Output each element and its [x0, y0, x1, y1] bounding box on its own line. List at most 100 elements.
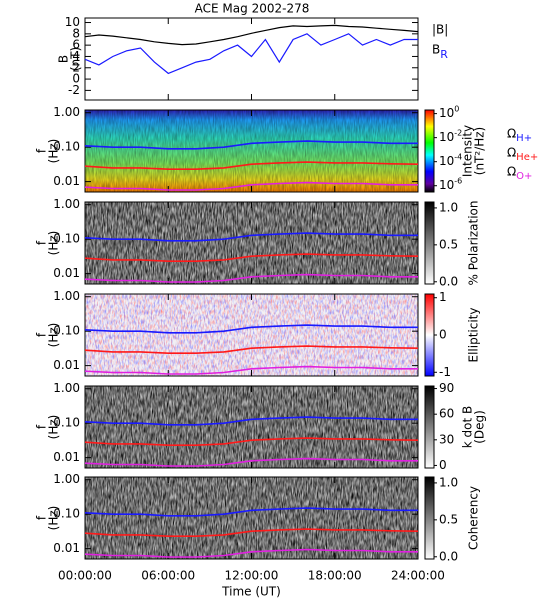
data-line	[84, 437, 419, 446]
y-tick-label: 4	[72, 49, 80, 63]
y-tick-label: 10	[65, 15, 80, 29]
data-line	[84, 345, 419, 354]
colorbar-tick-label: 100	[439, 104, 459, 120]
colorbar-label: Ellipticity	[467, 308, 481, 363]
colorbar-tick-label: 0.5	[439, 512, 458, 526]
colorbar	[424, 385, 435, 469]
y-tick-label: 1.00	[53, 289, 80, 303]
legend-label: ΩH+	[507, 127, 532, 145]
data-line	[84, 528, 419, 537]
legend-label: ΩHe+	[507, 146, 538, 164]
x-tick-label: 00:00:00	[58, 569, 112, 583]
data-line	[84, 253, 419, 262]
y-axis-label: f	[35, 332, 49, 337]
x-tick-label: 06:00:00	[141, 569, 195, 583]
y-tick-label: 0.10	[53, 324, 80, 338]
colorbar-label: (Deg)	[473, 410, 487, 444]
colorbar-tick-exponent: -6	[454, 176, 462, 185]
colorbar-tick-label: -1	[439, 365, 451, 379]
y-tick-label: -2	[68, 83, 80, 97]
colorbar-tick-exponent: 0	[454, 104, 459, 113]
colorbar-tick-label: 1.0	[439, 200, 458, 214]
legend-subscript: He+	[516, 152, 538, 163]
colorbar-tick-label: 30	[439, 432, 454, 446]
colorbar-tick-label: 60	[439, 407, 454, 421]
y-axis-label: (Hz)	[47, 139, 61, 164]
colorbar-tick-exponent: -4	[454, 152, 462, 161]
y-tick-label: 1.00	[53, 105, 80, 119]
colorbar-tick-label: 0	[439, 458, 447, 472]
y-tick-label: 0.10	[53, 232, 80, 246]
y-tick-label: 0.01	[53, 266, 80, 280]
y-axis-label: (nT)	[69, 47, 83, 71]
colorbar-tick-label: 90	[439, 381, 454, 395]
colorbar-tick-label: 10-4	[439, 152, 462, 168]
plot-frame	[84, 17, 419, 101]
data-line	[84, 273, 418, 283]
y-tick-label: 0.10	[53, 507, 80, 521]
colorbar-label: Intensity	[461, 125, 475, 177]
y-tick-label: 1.00	[53, 197, 80, 211]
y-tick-label: 0	[72, 72, 80, 86]
colorbar-label: % Polarization	[467, 201, 481, 286]
data-line	[84, 416, 418, 426]
y-axis-label: (Hz)	[47, 506, 61, 531]
colorbar	[424, 293, 435, 377]
y-tick-label: 0.01	[53, 358, 80, 372]
y-tick-label: 0.01	[53, 541, 80, 555]
legend-subscript: O+	[516, 171, 532, 182]
colorbar-tick-label: 1	[439, 290, 447, 304]
y-axis-label: (Hz)	[47, 415, 61, 440]
y-tick-label: 0.01	[53, 174, 80, 188]
spectrogram-noise	[85, 202, 418, 284]
data-line	[84, 365, 418, 375]
legend-subscript: R	[440, 48, 448, 61]
y-axis-label: (Hz)	[47, 323, 61, 348]
data-line	[84, 33, 418, 75]
spectrogram-noise	[85, 477, 418, 559]
data-line	[84, 507, 418, 517]
chart-title: ACE Mag 2002-278	[195, 2, 310, 16]
data-line	[84, 232, 418, 242]
y-tick-label: 0.10	[53, 416, 80, 430]
x-tick-label: 12:00:00	[225, 569, 279, 583]
colorbar-tick-label: 0	[439, 328, 447, 342]
y-tick-label: 2	[72, 60, 80, 74]
colorbar-tick-label: 0.5	[439, 237, 458, 251]
data-line	[84, 161, 419, 170]
colorbar-tick-label: 10-6	[439, 176, 462, 192]
data-line	[84, 181, 418, 191]
y-tick-label: 0.01	[53, 450, 80, 464]
y-axis-label: f	[35, 148, 49, 153]
y-axis-label: f	[35, 240, 49, 245]
colorbar	[424, 476, 435, 560]
data-line	[84, 140, 418, 150]
y-tick-label: 6	[72, 38, 80, 52]
colorbar-label: (nT²/Hz)	[473, 127, 487, 175]
legend-label: |B|	[432, 23, 448, 37]
y-tick-label: 1.00	[53, 472, 80, 486]
y-axis-label: f	[35, 515, 49, 520]
y-tick-label: 0.10	[53, 140, 80, 154]
legend-subscript: H+	[516, 133, 532, 144]
spectrogram-noise	[85, 294, 418, 376]
data-line	[84, 24, 419, 46]
y-axis-label: (Hz)	[47, 231, 61, 256]
spectrogram-noise	[85, 110, 418, 192]
y-axis-label: f	[35, 424, 49, 429]
y-axis-label: B	[57, 55, 71, 63]
colorbar	[424, 109, 435, 193]
data-line	[84, 548, 418, 558]
y-tick-label: 1.00	[53, 381, 80, 395]
colorbar-tick-label: 1.0	[439, 475, 458, 489]
x-tick-label: 24:00:00	[391, 569, 445, 583]
colorbar	[424, 201, 435, 285]
colorbar-tick-label: 10-2	[439, 128, 462, 144]
data-line	[84, 457, 418, 467]
x-tick-label: 18:00:00	[308, 569, 362, 583]
data-line	[84, 324, 418, 334]
colorbar-label: Coherency	[467, 486, 481, 550]
x-axis-label: Time (UT)	[221, 585, 281, 599]
